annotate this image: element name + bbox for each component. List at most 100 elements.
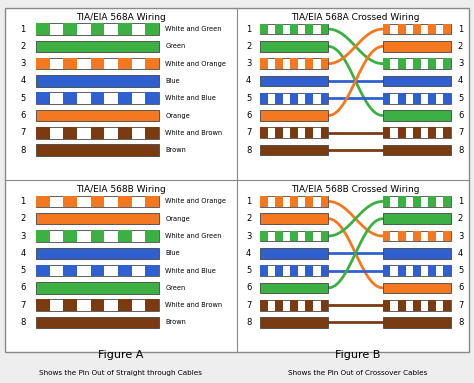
Bar xyxy=(305,265,313,276)
Bar xyxy=(290,196,298,207)
Text: Orange: Orange xyxy=(165,216,190,222)
Text: 1: 1 xyxy=(246,25,251,34)
Bar xyxy=(260,24,267,34)
Bar xyxy=(275,265,283,276)
Bar xyxy=(64,58,77,69)
Text: Brown: Brown xyxy=(165,319,186,326)
Bar xyxy=(290,265,298,276)
Text: 6: 6 xyxy=(246,111,251,120)
Bar xyxy=(290,300,298,311)
Bar xyxy=(398,93,406,103)
Bar xyxy=(444,93,451,103)
Text: Orange: Orange xyxy=(165,113,190,118)
Bar xyxy=(36,230,50,242)
Text: Shows the Pin Out of Crossover Cables: Shows the Pin Out of Crossover Cables xyxy=(288,370,428,376)
Text: 2: 2 xyxy=(20,214,26,223)
Bar xyxy=(398,265,406,276)
Bar xyxy=(275,196,283,207)
Text: Figure A: Figure A xyxy=(98,350,144,360)
Bar xyxy=(428,196,436,207)
Bar xyxy=(290,58,298,69)
Bar xyxy=(305,196,313,207)
Bar xyxy=(118,196,131,207)
Bar xyxy=(260,248,328,259)
Bar xyxy=(260,128,267,138)
Bar xyxy=(145,92,159,104)
Bar xyxy=(413,265,421,276)
Text: 7: 7 xyxy=(458,128,463,137)
Bar xyxy=(91,196,104,207)
Text: White and Green: White and Green xyxy=(165,233,222,239)
Bar xyxy=(260,213,328,224)
Bar xyxy=(64,230,77,242)
Bar xyxy=(398,24,406,34)
Bar xyxy=(145,196,159,207)
Bar xyxy=(398,300,406,311)
Bar xyxy=(383,265,391,276)
Text: 2: 2 xyxy=(20,42,26,51)
Text: 8: 8 xyxy=(246,318,251,327)
Bar xyxy=(275,93,283,103)
Text: Green: Green xyxy=(165,285,186,291)
Bar xyxy=(398,196,406,207)
Bar xyxy=(64,127,77,139)
Bar xyxy=(275,24,283,34)
Bar xyxy=(118,300,131,311)
Text: 3: 3 xyxy=(246,59,251,68)
Bar xyxy=(260,265,267,276)
Bar xyxy=(383,196,391,207)
Text: White and Green: White and Green xyxy=(165,26,222,32)
Bar xyxy=(444,58,451,69)
Bar xyxy=(444,300,451,311)
Text: 7: 7 xyxy=(246,301,251,310)
Text: 5: 5 xyxy=(20,266,26,275)
Bar xyxy=(91,265,104,277)
Bar xyxy=(36,144,159,156)
Bar xyxy=(36,23,50,35)
Text: 8: 8 xyxy=(20,318,26,327)
Text: White and Blue: White and Blue xyxy=(165,268,216,273)
Text: 2: 2 xyxy=(246,42,251,51)
Text: 3: 3 xyxy=(458,59,463,68)
Bar xyxy=(305,24,313,34)
Bar xyxy=(260,41,328,52)
Bar xyxy=(36,265,159,277)
Bar xyxy=(290,24,298,34)
Bar xyxy=(145,300,159,311)
Bar xyxy=(444,128,451,138)
Bar xyxy=(260,58,328,69)
Text: White and Orange: White and Orange xyxy=(165,198,227,205)
Text: Shows the Pin Out of Straight through Cables: Shows the Pin Out of Straight through Ca… xyxy=(39,370,202,376)
Bar xyxy=(398,231,406,241)
Bar xyxy=(305,300,313,311)
Bar xyxy=(320,231,328,241)
Bar xyxy=(290,128,298,138)
Bar xyxy=(260,145,328,155)
Text: 8: 8 xyxy=(20,146,26,155)
Bar xyxy=(118,92,131,104)
Bar xyxy=(383,128,451,138)
Text: 8: 8 xyxy=(246,146,251,155)
Bar xyxy=(428,128,436,138)
Text: 5: 5 xyxy=(246,94,251,103)
Bar xyxy=(118,23,131,35)
Text: 3: 3 xyxy=(20,231,26,241)
Bar xyxy=(260,93,328,103)
Bar xyxy=(428,24,436,34)
Bar xyxy=(36,282,159,294)
Bar xyxy=(36,110,159,121)
Bar xyxy=(383,265,451,276)
Bar xyxy=(64,196,77,207)
Text: Blue: Blue xyxy=(165,250,180,256)
Bar xyxy=(118,127,131,139)
Text: 4: 4 xyxy=(246,77,251,85)
Bar xyxy=(305,58,313,69)
Bar xyxy=(64,23,77,35)
Text: White and Brown: White and Brown xyxy=(165,302,223,308)
Text: White and Blue: White and Blue xyxy=(165,95,216,101)
Text: 3: 3 xyxy=(458,231,463,241)
Bar xyxy=(383,58,451,69)
Text: 4: 4 xyxy=(458,77,463,85)
Bar xyxy=(36,196,159,207)
Bar xyxy=(320,58,328,69)
